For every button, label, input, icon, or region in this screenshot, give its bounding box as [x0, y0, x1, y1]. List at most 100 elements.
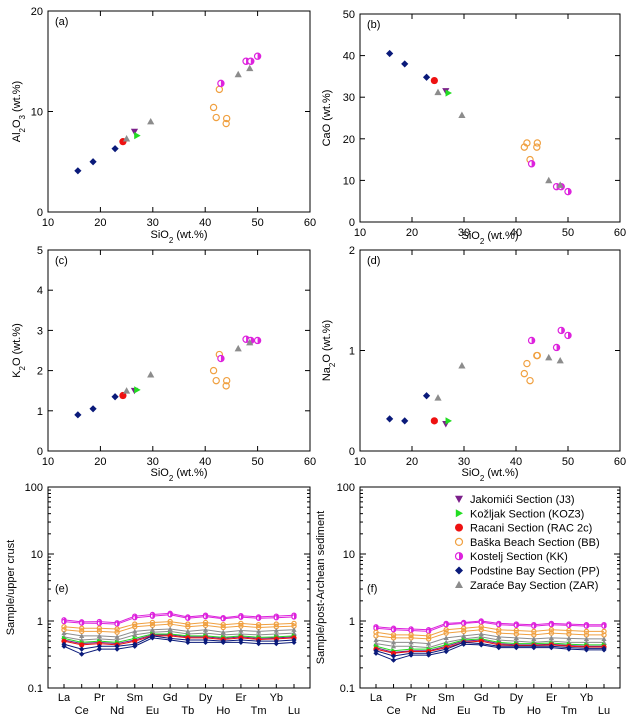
series-line [375, 638, 604, 652]
marker-half [411, 628, 414, 633]
data-point [132, 643, 138, 649]
series-line [63, 635, 295, 650]
marker-half [533, 623, 536, 629]
legend-marker [455, 566, 463, 575]
legend-label: Kožljak Section (KOZ3) [470, 508, 584, 520]
marker-half [568, 332, 572, 339]
data-point [273, 615, 280, 621]
data-point [220, 622, 226, 628]
data-point [119, 391, 127, 400]
data-point [583, 628, 590, 635]
data-point [390, 639, 397, 645]
data-point [234, 344, 242, 352]
plot-frame [359, 486, 621, 689]
marker-half [586, 623, 589, 629]
data-point [426, 640, 432, 646]
plot-frame [47, 249, 311, 452]
data-point [520, 369, 529, 378]
data-point [401, 60, 409, 68]
data-point [461, 633, 467, 638]
marker-half [551, 622, 554, 627]
data-point [61, 630, 67, 636]
x-tick-label: 60 [304, 456, 316, 468]
scatter-panel-d: 10 20 30 40 50 60 0 1 2 (d) SiO2 (wt.%) Na2O (wt.%) [321, 245, 626, 483]
data-point [583, 623, 590, 629]
x-tick-label: 30 [147, 456, 159, 468]
x-tick-label: 50 [251, 456, 263, 468]
data-point [132, 621, 138, 627]
marker-half [531, 160, 535, 167]
marker-half [376, 626, 379, 631]
x-tick-label: Nd [422, 705, 436, 717]
data-point [114, 621, 120, 627]
data-point [61, 618, 67, 625]
data-point [202, 613, 209, 620]
x-tick-label: Lu [598, 705, 610, 717]
marker-half [134, 615, 137, 620]
data-point [111, 145, 119, 153]
data-point [513, 635, 519, 640]
data-point [373, 637, 379, 643]
data-point [557, 326, 565, 335]
data-point [212, 113, 220, 122]
y-tick-label: 0 [37, 207, 43, 219]
data-point [513, 627, 520, 634]
data-point [96, 643, 102, 649]
x-tick-label: 10 [42, 456, 54, 468]
marker-half [604, 623, 607, 629]
data-point [408, 652, 414, 658]
marker-half [64, 619, 67, 624]
x-tick-label: Gd [163, 692, 178, 704]
data-point [564, 331, 572, 340]
data-point [217, 79, 225, 88]
data-point [496, 622, 502, 628]
data-point [401, 417, 409, 425]
y-tick-label: 40 [343, 51, 355, 63]
data-point [527, 160, 536, 168]
data-point [220, 629, 226, 635]
data-point [220, 639, 226, 645]
marker-half [516, 623, 519, 628]
data-point [61, 643, 67, 649]
data-point [96, 640, 102, 647]
marker-half [250, 58, 254, 65]
data-point [89, 158, 97, 166]
series-line [375, 621, 604, 632]
marker-half [428, 629, 431, 634]
data-point [255, 615, 262, 621]
x-tick-label: 30 [147, 217, 159, 229]
data-point [202, 639, 209, 645]
x-tick-label: 30 [458, 456, 470, 468]
data-point [531, 623, 537, 629]
data-point [526, 376, 534, 385]
x-axis-label: SiO2 (wt.%) [150, 229, 207, 245]
y-tick-label: 100 [25, 482, 43, 494]
data-point [291, 627, 297, 632]
marker-half [81, 621, 84, 626]
x-tick-label: 20 [406, 456, 418, 468]
series-line [375, 629, 604, 640]
data-point [238, 627, 244, 633]
data-point [79, 646, 85, 652]
y-tick-label: 2 [349, 245, 355, 257]
data-point [390, 653, 397, 659]
y-tick-label: 1 [37, 406, 43, 418]
x-tick-label: 60 [304, 217, 316, 229]
data-point [523, 139, 531, 147]
data-point [430, 417, 438, 425]
marker-half [498, 622, 501, 627]
series-line [63, 635, 295, 646]
series-line [63, 628, 295, 638]
data-point [548, 622, 555, 628]
marker-half [531, 337, 535, 344]
y-tick-label: 30 [343, 92, 355, 104]
data-point [513, 622, 520, 629]
marker-half [220, 80, 225, 87]
x-tick-label: La [370, 692, 383, 704]
marker-half [276, 615, 279, 620]
data-point [291, 639, 297, 645]
data-point [373, 650, 379, 656]
x-tick-label: 60 [614, 456, 626, 468]
